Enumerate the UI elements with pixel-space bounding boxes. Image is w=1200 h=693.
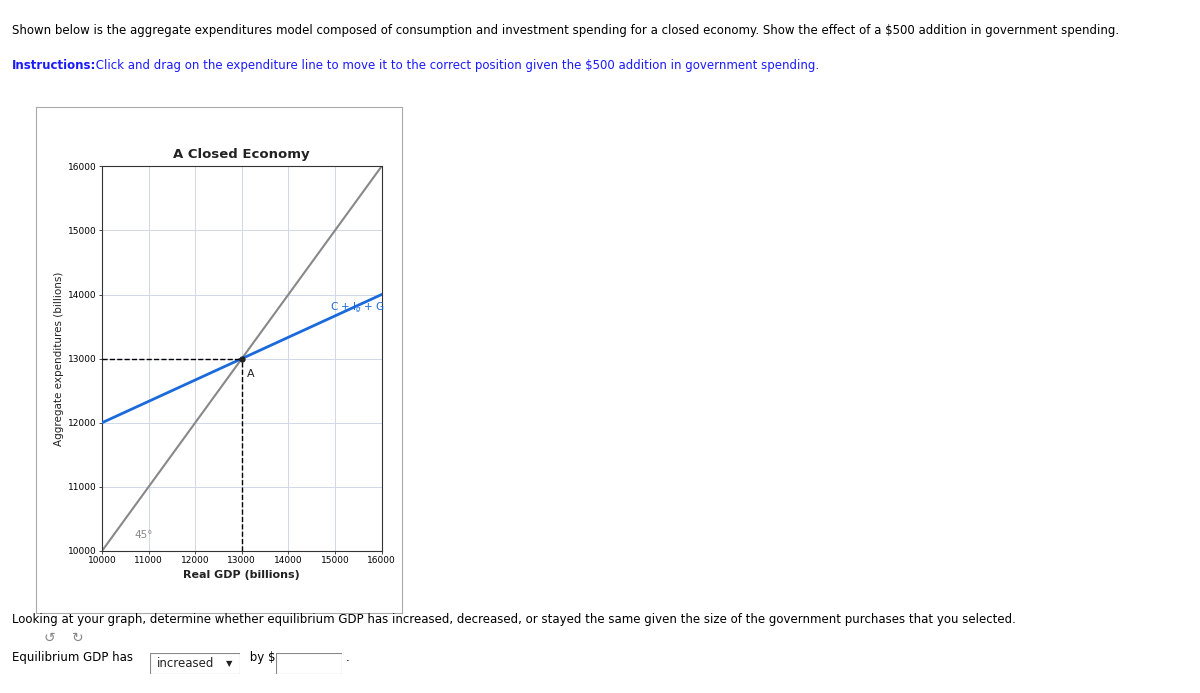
FancyBboxPatch shape xyxy=(276,653,342,674)
Text: ▼: ▼ xyxy=(226,659,233,667)
Text: Click and drag on the expenditure line to move it to the correct position given : Click and drag on the expenditure line t… xyxy=(92,59,820,72)
Text: ↻: ↻ xyxy=(72,631,84,645)
Text: Instructions:: Instructions: xyxy=(12,59,96,72)
FancyBboxPatch shape xyxy=(150,653,240,674)
Y-axis label: Aggregate expenditures (billions): Aggregate expenditures (billions) xyxy=(54,272,64,446)
Text: by $: by $ xyxy=(246,651,276,665)
Text: Shown below is the aggregate expenditures model composed of consumption and inve: Shown below is the aggregate expenditure… xyxy=(12,24,1120,37)
Text: 45°: 45° xyxy=(134,530,154,540)
Text: A: A xyxy=(247,369,256,378)
Text: reset: reset xyxy=(154,632,188,644)
X-axis label: Real GDP (billions): Real GDP (billions) xyxy=(184,570,300,579)
Title: A Closed Economy: A Closed Economy xyxy=(174,148,310,161)
Text: Looking at your graph, determine whether equilibrium GDP has increased, decrease: Looking at your graph, determine whether… xyxy=(12,613,1016,626)
Text: Equilibrium GDP has: Equilibrium GDP has xyxy=(12,651,137,665)
Text: C + I$_g$ + G: C + I$_g$ + G xyxy=(330,301,385,315)
Text: .: . xyxy=(346,651,349,665)
Text: increased: increased xyxy=(157,657,215,669)
Text: ↺: ↺ xyxy=(43,631,55,645)
